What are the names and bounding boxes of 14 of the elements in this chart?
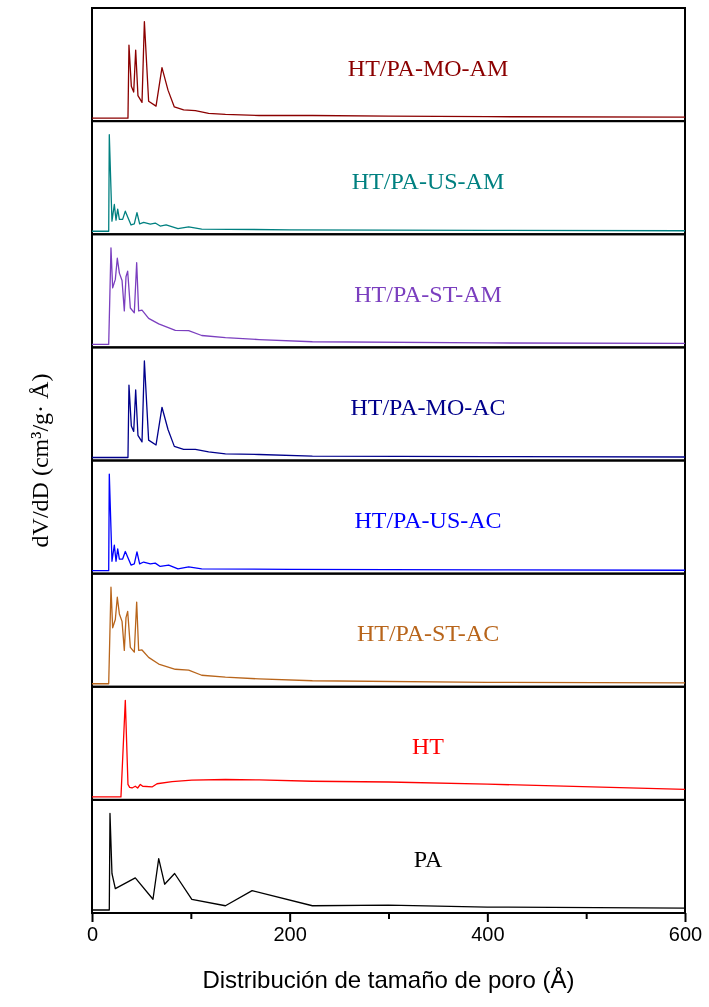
series-label: HT/PA-ST-AM <box>354 280 502 307</box>
series-label: HT/PA-MO-AM <box>347 54 509 81</box>
series-label: HT <box>412 733 445 760</box>
series-label: HT/PA-MO-AC <box>350 393 506 420</box>
x-tick-label: 400 <box>471 923 505 946</box>
x-tick-label: 600 <box>668 923 703 946</box>
series-label: HT/PA-ST-AC <box>356 620 500 647</box>
series-label: HT/PA-US-AC <box>354 507 502 534</box>
x-tick-label: 200 <box>273 923 307 946</box>
series-label: PA <box>413 846 443 873</box>
series-label: HT/PA-US-AM <box>351 167 505 194</box>
y-axis-title: dV/dD (cm³/g· Å) <box>27 373 53 548</box>
x-tick-label: 0 <box>86 923 99 946</box>
x-axis-title: Distribución de tamaño de poro (Å) <box>202 966 575 993</box>
